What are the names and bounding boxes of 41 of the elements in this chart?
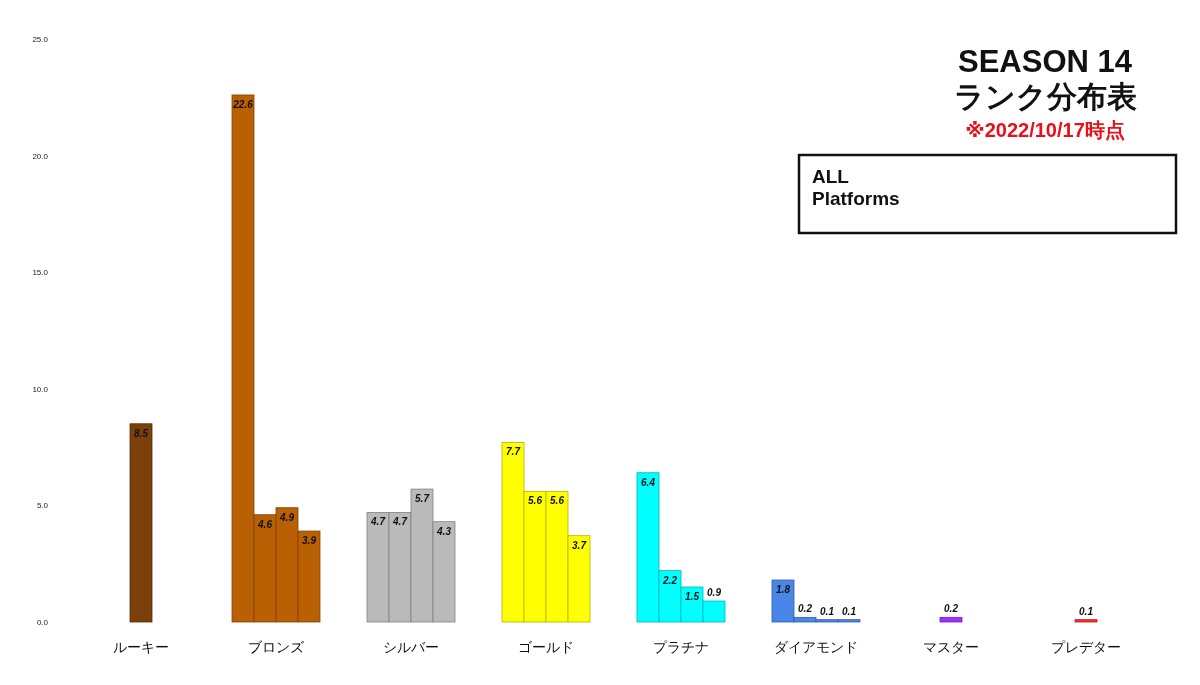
data-label: 4.3: [436, 525, 452, 537]
y-tick-label: 0.0: [36, 618, 49, 627]
data-label: 5.6: [528, 495, 543, 507]
x-tick-label: ブロンズ: [248, 639, 305, 655]
x-tick-label: ゴールド: [518, 639, 574, 655]
y-tick-label: 10.0: [32, 384, 49, 394]
x-tick-label: マスター: [923, 639, 979, 655]
data-label: 7.7: [506, 446, 521, 458]
data-label: 1.5: [685, 591, 700, 603]
x-tick-label: プラチナ: [653, 639, 709, 655]
x-tick-label: シルバー: [383, 639, 439, 655]
data-label: 4.7: [392, 516, 408, 528]
data-label: 0.2: [944, 603, 959, 615]
x-tick-label: ルーキー: [113, 639, 169, 655]
data-label: 3.9: [302, 535, 317, 547]
data-label: 3.7: [572, 539, 587, 551]
data-label: 4.6: [257, 518, 273, 530]
data-label: 8.5: [134, 427, 149, 439]
data-label: 4.9: [279, 511, 295, 523]
annotation: ALL Platforms: [812, 166, 900, 209]
y-tick-label: 5.0: [36, 501, 49, 511]
chart-title: SEASON 14: [957, 44, 1133, 79]
data-label: 2.2: [662, 574, 678, 586]
data-label: 0.1: [842, 605, 857, 617]
data-label: 0.9: [707, 587, 722, 599]
text: ランク分布表: [953, 80, 1137, 113]
data-label: 4.7: [370, 516, 386, 528]
data-label: 5.7: [415, 493, 430, 505]
data-label: 6.4: [641, 476, 656, 488]
x-tick-label: プレデター: [1051, 639, 1121, 655]
y-tick-label: 20.0: [32, 151, 49, 161]
data-label: 0.1: [820, 605, 835, 617]
data-label: 1.8: [776, 584, 791, 596]
data-label: 5.6: [550, 495, 565, 507]
x-tick-label: ダイアモンド: [774, 639, 858, 655]
data-label: 22.6: [232, 98, 254, 110]
annotation: ※2022/10/17時点: [965, 119, 1125, 141]
y-tick-label: 25.0: [32, 35, 49, 44]
data-label: 0.1: [1079, 605, 1094, 617]
data-label: 0.2: [798, 603, 813, 615]
y-tick-label: 15.0: [32, 268, 49, 278]
